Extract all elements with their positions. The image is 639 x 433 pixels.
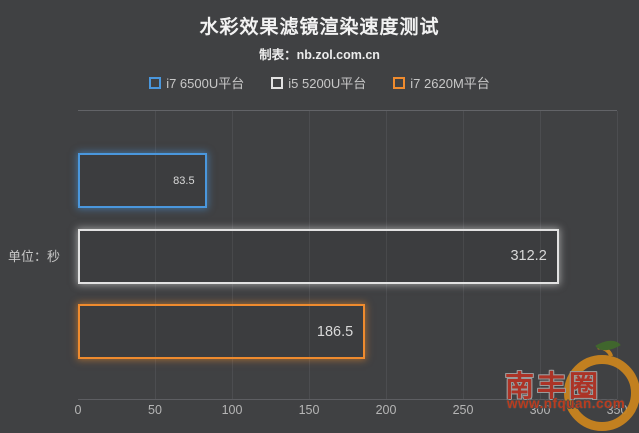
watermark-name: 南丰圈 (505, 371, 602, 403)
x-tick-label: 300 (529, 403, 551, 417)
chart-subtitle: 制表：nb.zol.com.cn (259, 48, 380, 62)
y-axis-unit-label: 单位：秒 (8, 249, 61, 264)
gridline (540, 111, 541, 399)
x-tick-label: 50 (148, 403, 162, 417)
bar-i7 2620M平台: 186.5 (78, 304, 366, 359)
legend-label: i5 5200U平台 (288, 76, 367, 91)
watermark: 南丰圈 www.nfquan.com (500, 334, 639, 433)
x-tick-label: 250 (452, 403, 474, 417)
x-axis-line (78, 399, 617, 400)
legend-marker-icon (149, 76, 162, 89)
legend-label: i7 6500U平台 (166, 76, 245, 91)
plot-area: 83.5 312.2 186.5 (78, 110, 618, 400)
legend-marker-icon (393, 76, 406, 89)
watermark-url: www.nfquan.com (507, 396, 626, 411)
legend-marker-icon (271, 76, 284, 89)
bar-value-label: 186.5 (316, 323, 354, 340)
chart-title: 水彩效果滤镜渲染速度测试 (199, 17, 440, 38)
orange-ring-icon (564, 355, 639, 431)
gridline (617, 111, 618, 399)
bar-value-label: 312.2 (510, 248, 547, 264)
legend-item: i7 6500U平台 (149, 73, 244, 92)
x-tick-label: 150 (298, 403, 320, 417)
gridline (463, 111, 464, 399)
gridline (309, 111, 310, 399)
x-tick-label: 0 (74, 403, 82, 417)
bar-i7 6500U平台: 83.5 (78, 153, 207, 208)
x-tick-label: 100 (221, 403, 243, 417)
bar-value-label: 83.5 (173, 174, 195, 187)
legend-item: i5 5200U平台 (271, 73, 366, 92)
legend-item: i7 2620M平台 (393, 73, 490, 92)
legend: i7 6500U平台 i5 5200U平台 i7 2620M平台 (0, 73, 639, 92)
gridline (155, 111, 156, 399)
gridline (386, 111, 387, 399)
x-tick-label: 200 (375, 403, 397, 417)
x-axis-tick-labels: 0 50 100 150 200 250 300 350 (74, 403, 628, 421)
legend-label: i7 2620M平台 (410, 76, 490, 91)
bars-container: 83.5 312.2 186.5 (78, 111, 617, 399)
gridline (232, 111, 233, 399)
bar-i5 5200U平台: 312.2 (78, 228, 559, 284)
